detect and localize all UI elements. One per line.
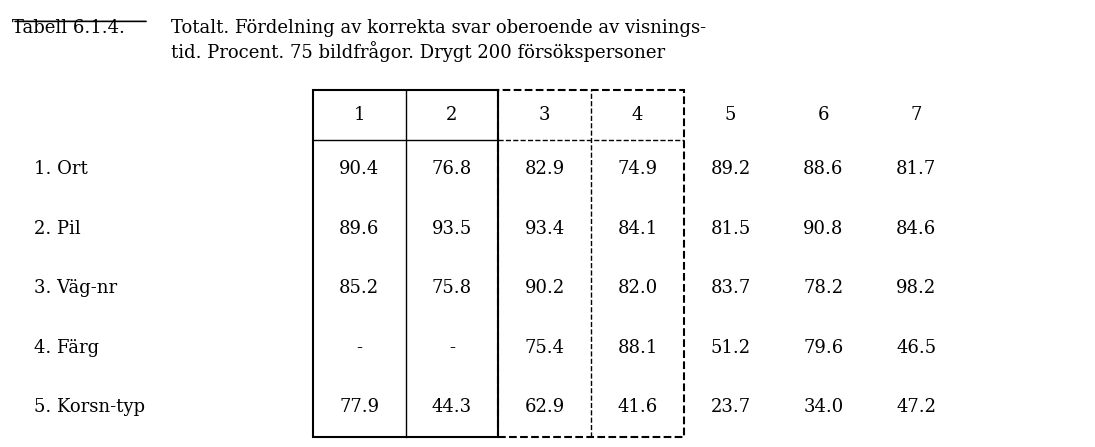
Text: 77.9: 77.9 [339, 398, 379, 416]
Text: 41.6: 41.6 [618, 398, 658, 416]
Text: 62.9: 62.9 [525, 398, 565, 416]
Text: 3. Väg-nr: 3. Väg-nr [34, 279, 117, 297]
Text: 7: 7 [910, 106, 922, 124]
Text: 78.2: 78.2 [804, 279, 843, 297]
Text: 4: 4 [632, 106, 643, 124]
Text: 5. Korsn-typ: 5. Korsn-typ [34, 398, 146, 416]
Text: -: - [449, 339, 454, 357]
Text: 93.5: 93.5 [431, 220, 472, 238]
Text: 83.7: 83.7 [711, 279, 750, 297]
Text: 76.8: 76.8 [431, 160, 472, 178]
Text: Tabell 6.1.4.: Tabell 6.1.4. [12, 19, 125, 37]
Text: 1. Ort: 1. Ort [34, 160, 88, 178]
Text: 46.5: 46.5 [896, 339, 936, 357]
Text: 82.9: 82.9 [525, 160, 565, 178]
Text: 90.4: 90.4 [339, 160, 379, 178]
Text: 88.6: 88.6 [803, 160, 843, 178]
Text: 93.4: 93.4 [525, 220, 565, 238]
Text: 3: 3 [539, 106, 551, 124]
Text: 44.3: 44.3 [431, 398, 472, 416]
Text: 90.2: 90.2 [525, 279, 565, 297]
Text: 75.8: 75.8 [431, 279, 472, 297]
Text: -: - [356, 339, 362, 357]
Text: 81.5: 81.5 [711, 220, 750, 238]
Text: 47.2: 47.2 [896, 398, 936, 416]
Text: 51.2: 51.2 [711, 339, 750, 357]
Text: 2: 2 [447, 106, 458, 124]
Text: 75.4: 75.4 [525, 339, 565, 357]
Text: Totalt. Fördelning av korrekta svar oberoende av visnings-
tid. Procent. 75 bild: Totalt. Fördelning av korrekta svar ober… [171, 19, 706, 62]
Text: 84.1: 84.1 [618, 220, 658, 238]
Text: 2. Pil: 2. Pil [34, 220, 81, 238]
Text: 90.8: 90.8 [803, 220, 843, 238]
Text: 81.7: 81.7 [896, 160, 936, 178]
Text: 74.9: 74.9 [618, 160, 658, 178]
Text: 89.6: 89.6 [339, 220, 379, 238]
Text: 84.6: 84.6 [896, 220, 936, 238]
Text: 89.2: 89.2 [711, 160, 750, 178]
Text: 1: 1 [354, 106, 365, 124]
Text: 4. Färg: 4. Färg [34, 339, 100, 357]
Text: 85.2: 85.2 [339, 279, 379, 297]
Text: 6: 6 [818, 106, 829, 124]
Text: 82.0: 82.0 [618, 279, 658, 297]
Text: 23.7: 23.7 [711, 398, 750, 416]
Text: 88.1: 88.1 [618, 339, 658, 357]
Text: 5: 5 [725, 106, 736, 124]
Text: 34.0: 34.0 [803, 398, 843, 416]
Text: 98.2: 98.2 [896, 279, 936, 297]
Text: 79.6: 79.6 [803, 339, 843, 357]
